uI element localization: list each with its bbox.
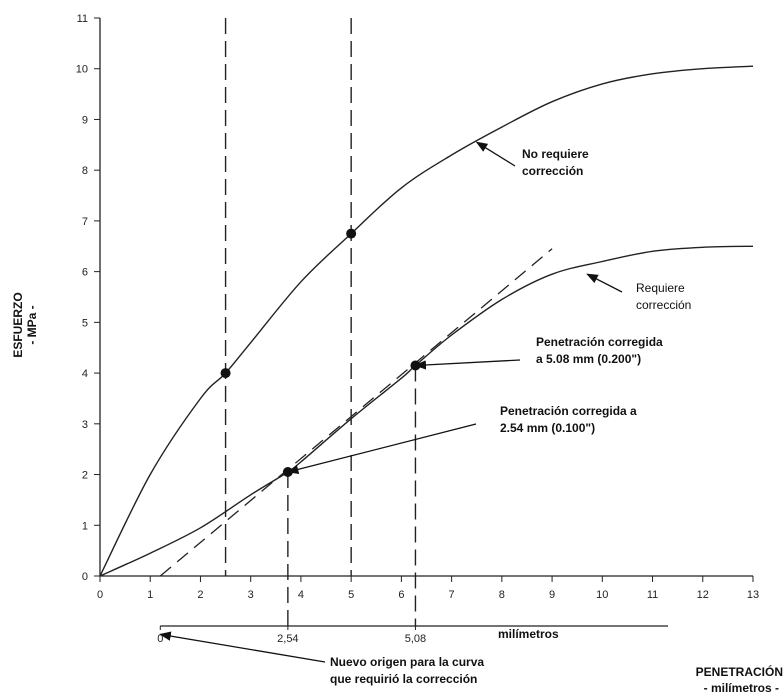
y-tick-label: 4 [82,368,88,380]
secondary-tick-label: 5,08 [405,633,426,645]
y-tick-label: 10 [76,64,88,76]
x-tick-label: 7 [449,589,455,601]
y-tick-label: 3 [82,419,88,431]
annotation-text: a 5.08 mm (0.200") [536,352,641,366]
annotation-arrow [475,141,516,167]
x-tick-label: 1 [147,589,153,601]
x-tick-label: 8 [499,589,505,601]
x-tick-label: 4 [298,589,304,601]
y-axis-label-line2: - MPa - [25,305,39,344]
y-axis-label-line1: ESFUERZO [11,292,25,357]
annotation-text: Penetración corregida a [500,404,637,418]
y-tick-label: 0 [82,571,88,583]
y-tick-label: 9 [82,114,88,126]
annotation-arrow [159,631,326,663]
x-tick-label: 12 [697,589,709,601]
x-tick-label: 10 [596,589,608,601]
x-tick-label: 5 [348,589,354,601]
series-line-2 [99,245,754,577]
x-tick-label: 11 [647,589,658,601]
tangent-dashed-line [159,248,553,577]
annotation-arrow [286,423,477,474]
y-tick-label: 1 [82,520,88,532]
x-tick-label: 13 [747,589,759,601]
x-axis-label-line2: - milímetros - [704,681,779,694]
annotation-text: Penetración corregida [536,335,663,349]
y-tick-label: 2 [82,470,88,482]
y-tick-label: 11 [77,13,88,25]
annotation-text: Nuevo origen para la curva [330,655,484,669]
annotation-text: Requiere [636,281,685,295]
annotation-text: corrección [522,164,583,178]
annotation-text: corrección [636,298,691,312]
series-line-1 [99,65,754,577]
y-tick-label: 5 [82,317,88,329]
y-tick-label: 7 [82,216,88,228]
annotation-arrow [414,359,521,370]
x-tick-label: 6 [398,589,404,601]
data-point [346,228,357,239]
x-tick-label: 9 [549,589,555,601]
x-axis-label-line1: PENETRACIÓN [696,664,783,679]
secondary-axis-unit-label: milímetros [498,627,559,641]
secondary-tick-label: 2,54 [277,633,298,645]
x-tick-label: 2 [197,589,203,601]
y-tick-label: 6 [82,267,88,279]
x-tick-label: 3 [248,589,254,601]
annotation-text: 2.54 mm (0.100") [500,421,595,435]
y-tick-label: 8 [82,165,88,177]
annotation-arrow [586,273,623,293]
annotation-text: que requirió la corrección [330,672,477,686]
x-tick-label: 0 [97,589,103,601]
data-point [220,368,231,379]
annotation-text: No requiere [522,147,589,161]
